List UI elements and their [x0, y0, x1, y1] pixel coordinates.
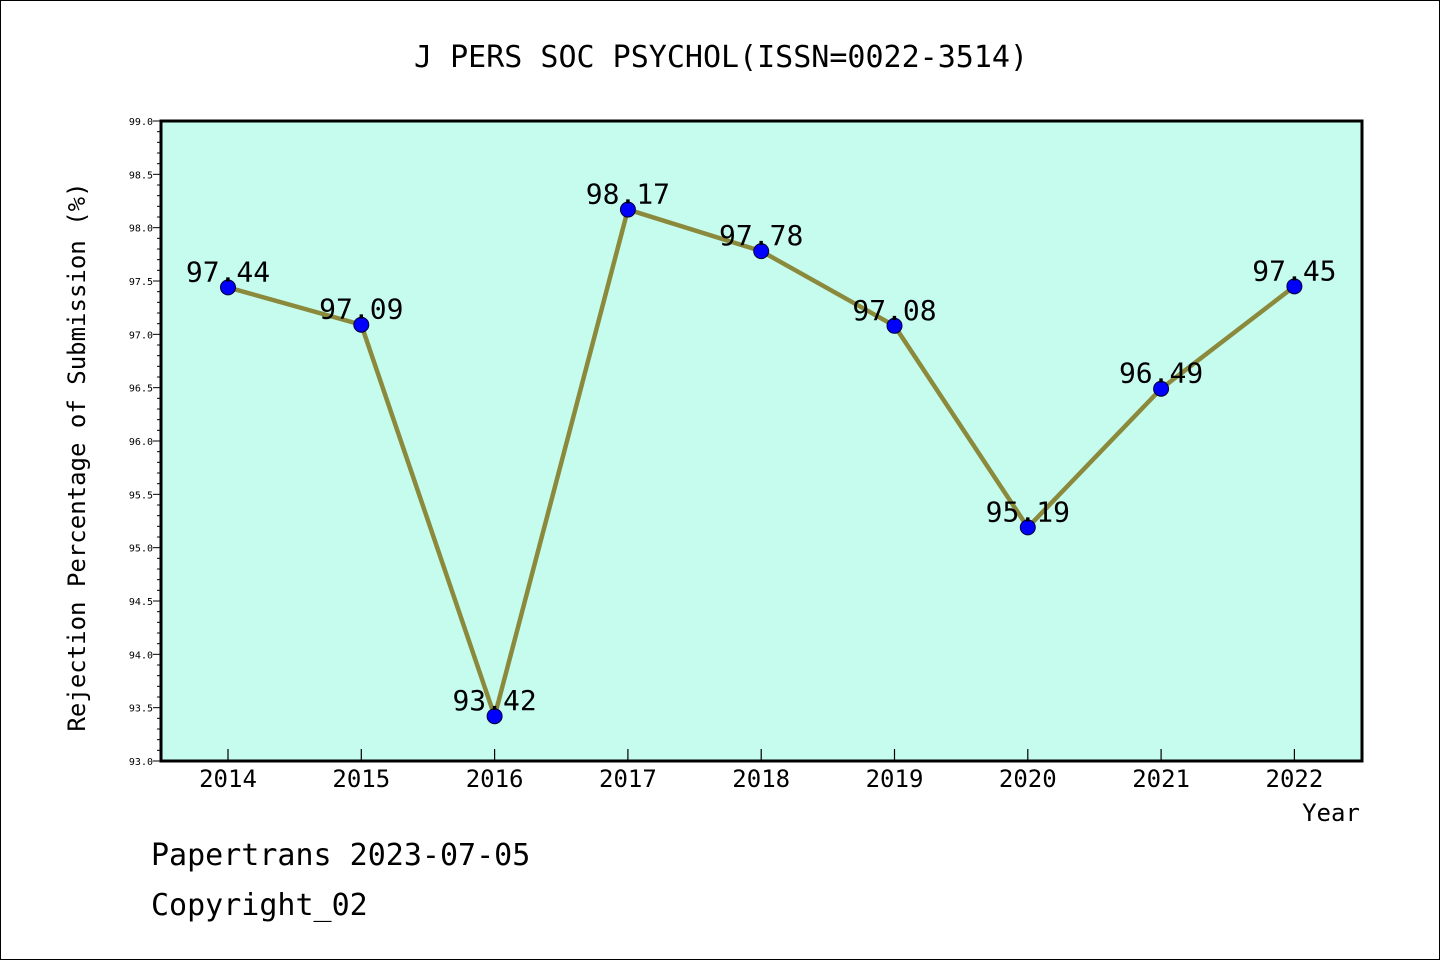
- y-tick-label: 96.0: [129, 437, 153, 448]
- data-label: 97.09: [319, 293, 403, 326]
- data-point: [753, 243, 770, 260]
- x-tick-label: 2018: [732, 765, 790, 793]
- plot-area: [159, 119, 1364, 763]
- data-point: [220, 279, 236, 296]
- data-point: [1153, 380, 1170, 397]
- y-tick-label: 95.5: [129, 490, 153, 501]
- x-tick-label: 2014: [199, 765, 257, 793]
- x-tick-label: 2022: [1266, 765, 1324, 793]
- data-point: [1019, 519, 1036, 536]
- y-axis-label: Rejection Percentage of Submission (%): [63, 182, 91, 731]
- data-label: 97.08: [852, 294, 936, 327]
- y-tick-label: 99.0: [129, 117, 153, 128]
- x-tick-label: 2019: [866, 765, 924, 793]
- chart-title: J PERS SOC PSYCHOL(ISSN=0022-3514): [414, 40, 1028, 75]
- x-axis-label: Year: [1302, 799, 1360, 827]
- y-tick-label: 98.0: [129, 224, 153, 235]
- footer-copyright-text: Copyright_02: [151, 888, 368, 923]
- data-point: [619, 201, 636, 218]
- data-point: [353, 316, 370, 333]
- y-axis: 93.0 93.5 94.0 94.5 95.0 95.5 96.0 96.5 97.0 97.5…: [129, 117, 161, 768]
- data-point: [486, 708, 503, 725]
- data-label: 97.78: [719, 219, 803, 252]
- y-tick-label: 97.5: [129, 277, 153, 288]
- y-tick-label: 94.5: [129, 597, 153, 608]
- y-tick-label: 97.0: [129, 330, 153, 341]
- footer-date-text: Papertrans 2023-07-05: [151, 838, 530, 873]
- y-tick-label: 95.0: [129, 544, 153, 555]
- x-tick-label: 2017: [599, 765, 657, 793]
- data-label: 97.44: [186, 255, 270, 288]
- x-tick-label: 2020: [999, 765, 1057, 793]
- y-tick-label: 93.5: [129, 704, 153, 715]
- data-point: [886, 317, 903, 334]
- series-line-group: 97.44 97.09 93.42 98.17 97.78 97.08 95.19 96.49…: [186, 178, 1337, 725]
- data-label: 96.49: [1119, 357, 1203, 390]
- y-tick-label: 98.5: [129, 170, 153, 181]
- data-label: 93.42: [452, 684, 536, 717]
- data-label: 98.17: [586, 178, 670, 211]
- data-point: [1286, 278, 1303, 295]
- x-tick-label: 2015: [332, 765, 390, 793]
- y-tick-label: 94.0: [129, 650, 153, 661]
- data-label: 95.19: [986, 495, 1070, 528]
- y-tick-label: 93.0: [129, 757, 153, 768]
- x-tick-label: 2016: [466, 765, 524, 793]
- x-axis: 2014 2015 2016 2017 2018 2019 2020 2021 2022: [199, 749, 1323, 793]
- data-label: 97.45: [1252, 254, 1336, 287]
- x-tick-label: 2021: [1132, 765, 1190, 793]
- y-tick-label: 96.5: [129, 384, 153, 395]
